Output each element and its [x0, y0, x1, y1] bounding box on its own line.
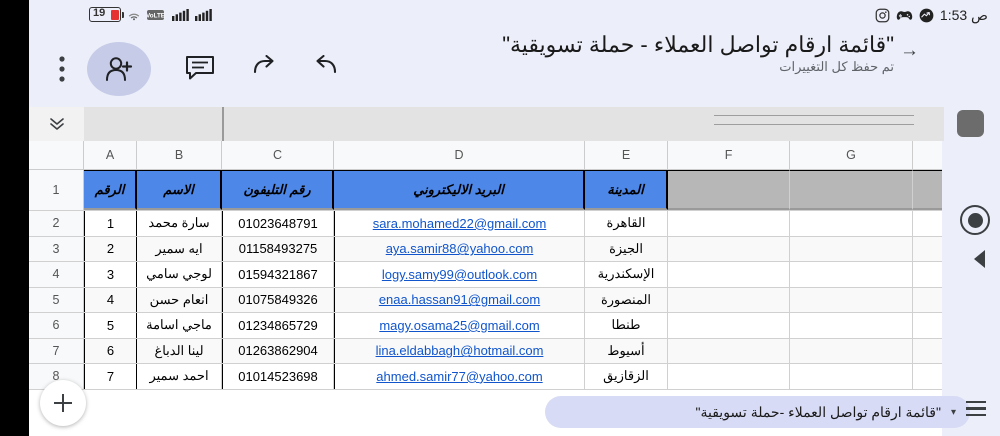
svg-text:VoLTE: VoLTE	[147, 12, 165, 19]
